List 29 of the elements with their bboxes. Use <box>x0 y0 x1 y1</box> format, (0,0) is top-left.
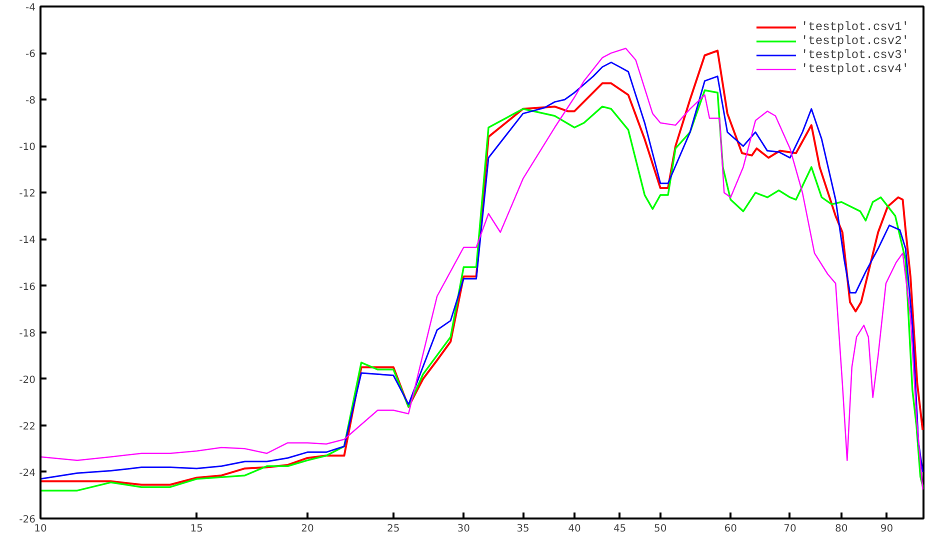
legend-label: 'testplot.csv4' <box>800 62 909 76</box>
y-tick-label: -22 <box>19 421 36 432</box>
x-tick-label: 90 <box>880 524 894 534</box>
y-tick-label: -20 <box>19 374 36 386</box>
y-tick-label: -8 <box>26 96 36 107</box>
legend-label: 'testplot.csv1' <box>800 20 909 34</box>
x-tick-label: 25 <box>387 524 400 534</box>
x-tick-label: 40 <box>568 524 581 534</box>
x-tick-label: 50 <box>654 524 667 534</box>
x-tick-label: 10 <box>34 524 47 534</box>
x-tick-label: 15 <box>190 524 204 534</box>
y-tick-label: -26 <box>19 514 36 526</box>
y-tick-label: -12 <box>19 188 36 200</box>
y-tick-label: -14 <box>19 235 36 246</box>
y-tick-label: -6 <box>26 49 36 60</box>
x-tick-label: 20 <box>301 524 314 534</box>
y-tick-label: -18 <box>19 328 36 340</box>
x-tick-label: 30 <box>457 524 470 534</box>
legend-label: 'testplot.csv2' <box>800 34 909 48</box>
x-tick-label: 45 <box>613 524 626 534</box>
x-tick-label: 60 <box>724 524 737 534</box>
y-tick-label: -24 <box>19 468 36 479</box>
x-tick-label: 35 <box>516 524 530 534</box>
x-tick-label: 80 <box>835 524 848 534</box>
legend-label: 'testplot.csv3' <box>800 48 909 62</box>
y-tick-label: -4 <box>26 2 36 14</box>
x-tick-label: 70 <box>784 524 796 534</box>
y-tick-label: -10 <box>19 142 36 154</box>
y-tick-label: -16 <box>19 282 36 293</box>
